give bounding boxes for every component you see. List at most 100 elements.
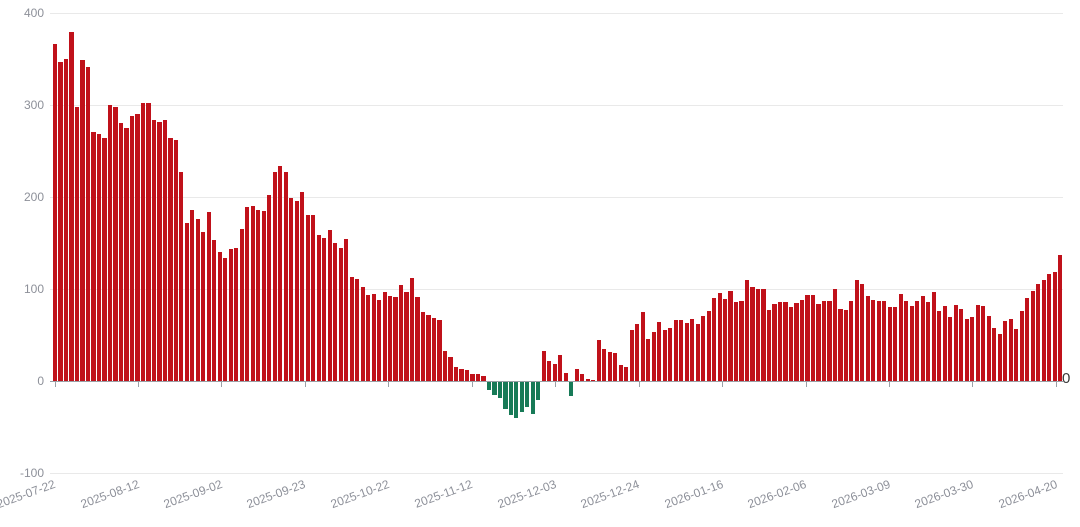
bar[interactable] [920,296,925,381]
bar[interactable] [668,327,673,381]
bar[interactable] [80,60,85,381]
bar[interactable] [607,352,612,381]
bar[interactable] [618,365,623,381]
bar[interactable] [289,197,294,381]
bar[interactable] [69,31,74,381]
bar[interactable] [448,357,453,381]
bar[interactable] [986,315,991,381]
bar[interactable] [179,172,184,381]
bar[interactable] [508,381,513,415]
bar[interactable] [860,284,865,381]
bar[interactable] [300,192,305,381]
bar[interactable] [256,209,261,381]
bar[interactable] [832,288,838,381]
bar[interactable] [1003,321,1008,381]
bar[interactable] [311,214,316,381]
bar[interactable] [294,200,299,381]
bar[interactable] [239,229,244,381]
bar[interactable] [91,131,96,381]
bar[interactable] [173,140,178,381]
bar[interactable] [316,234,321,381]
bar[interactable] [772,303,777,381]
bar[interactable] [915,300,920,381]
bar[interactable] [552,364,557,381]
bar[interactable] [810,295,816,381]
bar[interactable] [997,334,1002,381]
bar[interactable] [679,320,684,381]
bar[interactable] [613,353,618,381]
bar[interactable] [58,61,63,381]
bar[interactable] [486,381,492,391]
bar[interactable] [580,374,585,381]
bar[interactable] [1030,290,1035,381]
bar[interactable] [624,367,629,381]
bar[interactable] [470,373,475,381]
bar[interactable] [558,355,563,381]
bar[interactable] [646,338,651,381]
bar[interactable] [195,219,200,381]
bar[interactable] [85,67,91,381]
bar[interactable] [909,305,914,381]
bar[interactable] [673,320,678,381]
bar[interactable] [206,211,211,381]
bar[interactable] [744,279,750,381]
bar[interactable] [184,222,189,381]
bar[interactable] [1052,272,1057,381]
bar[interactable] [981,306,986,381]
bar[interactable] [975,304,980,381]
bar[interactable] [146,103,151,381]
bar[interactable] [816,303,821,381]
bar[interactable] [876,300,881,381]
bar[interactable] [629,330,634,381]
bar[interactable] [964,319,969,381]
bar[interactable] [261,210,266,381]
bar[interactable] [651,332,656,381]
bar[interactable] [283,172,288,381]
bar[interactable] [107,105,113,381]
bar[interactable] [63,59,69,381]
bar[interactable] [305,214,310,381]
bar[interactable] [717,292,722,381]
bar[interactable] [926,301,931,381]
bar[interactable] [168,138,173,381]
bar[interactable] [849,300,854,381]
bar[interactable] [755,288,761,381]
bar[interactable] [574,368,579,381]
bar[interactable] [514,381,519,418]
bar[interactable] [102,138,107,381]
bar[interactable] [74,106,80,381]
bar[interactable] [404,291,409,381]
bar[interactable] [893,307,898,381]
bar[interactable] [366,295,371,381]
bar[interactable] [750,287,755,381]
bar[interactable] [799,300,805,381]
bar[interactable] [657,322,662,381]
bar[interactable] [871,300,876,381]
bar[interactable] [970,317,975,381]
bar[interactable] [602,348,607,381]
bar[interactable] [953,304,958,381]
bar[interactable] [525,381,530,407]
bar[interactable] [640,311,645,381]
bar[interactable] [338,247,343,381]
bar[interactable] [437,320,442,381]
bar[interactable] [118,122,124,381]
bar[interactable] [563,372,568,381]
bar[interactable] [712,298,717,381]
bar[interactable] [530,381,535,415]
bar[interactable] [497,381,503,399]
bar[interactable] [96,133,102,381]
bar[interactable] [327,230,332,381]
bar[interactable] [124,128,129,381]
bar[interactable] [547,360,552,381]
bar[interactable] [854,279,859,381]
bar[interactable] [827,300,832,381]
bar[interactable] [322,237,327,381]
bar[interactable] [865,296,870,381]
bar[interactable] [190,209,195,381]
bar[interactable] [733,301,739,381]
bar[interactable] [821,300,827,381]
bar[interactable] [481,376,486,381]
bar[interactable] [344,239,349,381]
bar[interactable] [662,330,667,381]
